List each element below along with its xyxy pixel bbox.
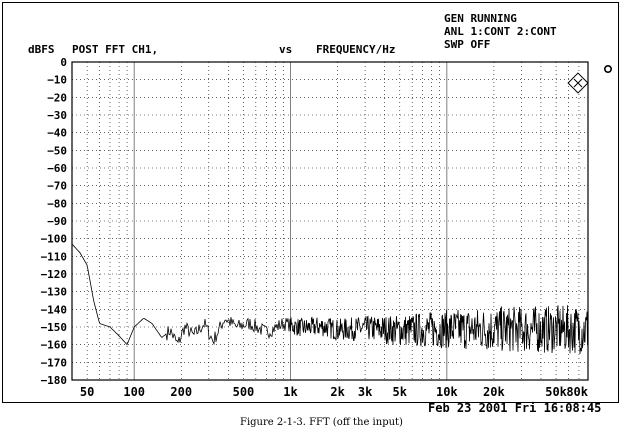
vs-label: vs — [279, 43, 293, 56]
y-tick-label: −70 — [47, 180, 67, 193]
x-tick-label: 100 — [123, 385, 145, 399]
y-tick-label: −20 — [47, 91, 67, 104]
chart-title: POST FFT CH1, — [72, 43, 159, 56]
x-tick-label: 10k — [436, 385, 458, 399]
y-tick-label: −150 — [41, 321, 68, 334]
status-gen: GEN RUNNING — [444, 12, 517, 25]
y-tick-label: −10 — [47, 74, 67, 87]
x-tick-label: 1k — [283, 385, 298, 399]
y-tick-label: −30 — [47, 109, 67, 122]
x-tick-label: 2k — [330, 385, 345, 399]
y-units-label: dBFS — [28, 43, 55, 56]
y-tick-label: −50 — [47, 144, 67, 157]
y-tick-label: −60 — [47, 162, 67, 175]
x-tick-label: 5k — [393, 385, 408, 399]
fft-trace — [71, 243, 588, 355]
y-tick-label: −90 — [47, 215, 67, 228]
y-tick-label: −160 — [41, 339, 68, 352]
y-tick-label: 0 — [60, 56, 67, 69]
figure-caption: Figure 2-1-3. FFT (off the input) — [240, 417, 403, 428]
plot-border — [71, 61, 589, 381]
x-tick-label: 50 — [80, 385, 94, 399]
y-tick-label: −180 — [41, 374, 68, 387]
y-tick-label: −80 — [47, 197, 67, 210]
rs-diamond-logo — [567, 72, 589, 94]
x-tick-label: 500 — [233, 385, 255, 399]
circle-marker-icon — [603, 64, 613, 74]
y-tick-label: −120 — [41, 268, 68, 281]
x-tick-label: 20k — [483, 385, 505, 399]
status-swp: SWP OFF — [444, 38, 491, 51]
x-tick-label: 80k — [566, 385, 588, 399]
status-anl: ANL 1:CONT 2:CONT — [444, 25, 557, 38]
y-tick-label: −110 — [41, 250, 68, 263]
timestamp: Feb 23 2001 Fri 16:08:45 — [428, 401, 602, 415]
x-tick-label: 50k — [545, 385, 567, 399]
y-tick-label: −130 — [41, 286, 68, 299]
y-tick-label: −100 — [41, 233, 68, 246]
x-tick-label: 3k — [358, 385, 373, 399]
y-tick-label: −170 — [41, 356, 68, 369]
chart-frame — [2, 2, 619, 403]
y-tick-label: −140 — [41, 303, 68, 316]
x-axis-label: FREQUENCY/Hz — [316, 43, 396, 56]
x-tick-label: 200 — [170, 385, 192, 399]
y-tick-label: −40 — [47, 127, 67, 140]
